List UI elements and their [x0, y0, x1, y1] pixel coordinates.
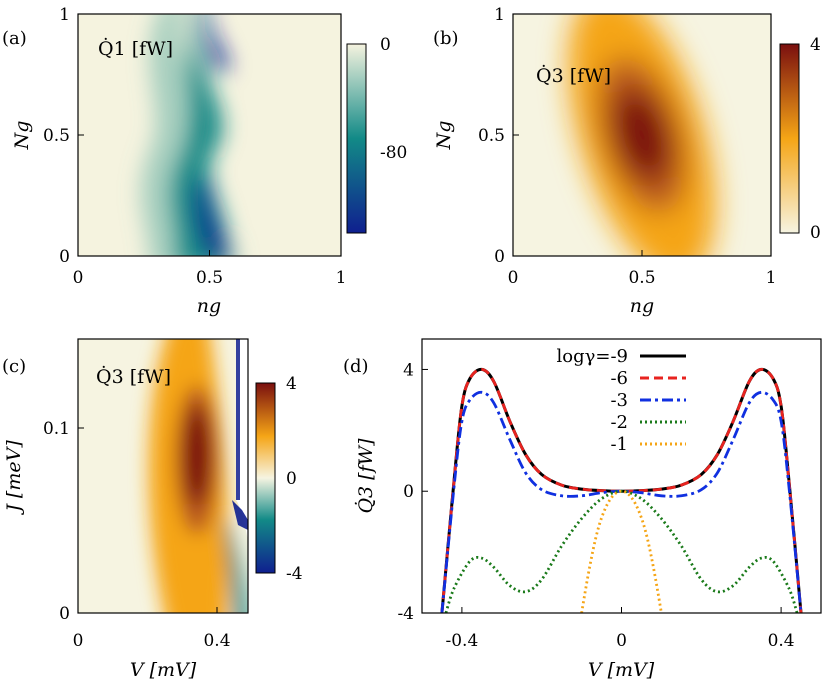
- y-tick-a-0: 0: [59, 247, 70, 267]
- x-tick-b-2: 1: [766, 268, 777, 288]
- panel-b-label: (b): [433, 28, 459, 49]
- plot-frame-c: [77, 338, 249, 614]
- y-tick-d-0: 4: [403, 360, 414, 380]
- y-tick-b-1: 0.5: [478, 126, 505, 146]
- y-tick-c-0: 0: [59, 604, 70, 624]
- colorbar-a-tick-0: 0: [380, 35, 391, 55]
- x-ticks-a: 0 0.5 1: [73, 250, 347, 288]
- x-label-d: V [mV]: [588, 659, 655, 681]
- title-a: Q̇1 [fW]: [98, 38, 173, 60]
- x-tick-b-0: 0: [508, 268, 519, 288]
- panel-b: (b) Q̇3 [fW] 0 0.5 1 0 0.5 1 ng: [433, 5, 821, 317]
- y-label-d: Q̇3 [fW]: [355, 438, 377, 514]
- colorbar-a: [346, 43, 367, 234]
- x-label-b: ng: [630, 295, 654, 317]
- legend-d: logγ=-9-6-3-2-1: [557, 346, 686, 455]
- panel-d-label: (d): [343, 356, 369, 377]
- colorbar-c-tick-2: -4: [286, 564, 303, 584]
- series-line--1: [580, 489, 663, 613]
- colorbar-c-tick-0: 4: [286, 374, 297, 394]
- x-ticks-b: 0 0.5 1: [508, 250, 777, 288]
- lines-d: [440, 367, 803, 613]
- x-tick-c-1: 0.4: [203, 631, 230, 651]
- y-label-c: J [meV]: [3, 440, 25, 516]
- y-label-b: Ng: [433, 121, 455, 151]
- plot-area-d: [422, 339, 821, 613]
- x-tick-a-2: 1: [336, 268, 347, 288]
- legend-label--9: logγ=-9: [557, 346, 629, 367]
- y-tick-a-1: 0.5: [43, 126, 70, 146]
- legend-label--3: -3: [610, 390, 628, 411]
- y-label-a: Ng: [11, 121, 33, 151]
- heatmap-c: [78, 339, 248, 613]
- y-tick-d-2: -4: [397, 604, 414, 624]
- panel-a: (a) Q̇1 [fW] 0 0.5 1 0 0.5: [2, 5, 407, 317]
- title-b: Q̇3 [fW]: [536, 65, 611, 87]
- colorbar-b-tick-1: 0: [810, 223, 821, 243]
- colorbar-b-tick-0: 4: [810, 35, 821, 55]
- colorbar-a-tick-1: -80: [380, 143, 407, 163]
- y-tick-a-2: 1: [59, 5, 70, 25]
- y-tick-d-1: 0: [403, 482, 414, 502]
- panel-c: (c) Q̇3 [fW] 0 0.4 0 0.1 V: [2, 338, 303, 681]
- x-label-a: ng: [197, 295, 221, 317]
- panel-a-label: (a): [2, 28, 27, 49]
- y-ticks-a: 0 0.5 1: [43, 5, 84, 267]
- x-tick-b-1: 0.5: [628, 268, 655, 288]
- y-tick-b-2: 1: [494, 5, 505, 25]
- y-ticks-c: 0 0.1: [43, 419, 84, 624]
- colorbar-c-tick-1: 0: [286, 469, 297, 489]
- legend-label--6: -6: [610, 368, 628, 389]
- x-tick-a-1: 0.5: [196, 268, 223, 288]
- x-ticks-c: 0 0.4: [73, 607, 231, 651]
- ticks-d: -0.4 0 0.4 4 0 -4: [397, 360, 794, 651]
- title-c: Q̇3 [fW]: [96, 366, 171, 388]
- heatmap-a: [78, 14, 341, 256]
- legend-label--2: -2: [610, 412, 628, 433]
- legend-label--1: -1: [610, 434, 628, 455]
- x-tick-a-0: 0: [73, 268, 84, 288]
- x-label-c: V [mV]: [130, 659, 197, 681]
- panel-d: (d) -0.4 0 0.4 4 0 -4 V [mV] Q̇3 [fW] logγ=-9…: [343, 338, 822, 681]
- panel-c-label: (c): [2, 356, 26, 377]
- y-ticks-b: 0 0.5 1: [478, 5, 519, 267]
- y-tick-b-0: 0: [494, 247, 505, 267]
- x-tick-d-2: 0.4: [768, 631, 795, 651]
- series-line--2: [444, 489, 799, 613]
- y-tick-c-1: 0.1: [43, 419, 70, 439]
- x-tick-c-0: 0: [73, 631, 84, 651]
- colorbar-c: [255, 382, 276, 574]
- heatmap-b: [513, 14, 771, 256]
- x-tick-d-0: -0.4: [446, 631, 479, 651]
- x-tick-d-1: 0: [616, 631, 627, 651]
- colorbar-b: [779, 43, 800, 234]
